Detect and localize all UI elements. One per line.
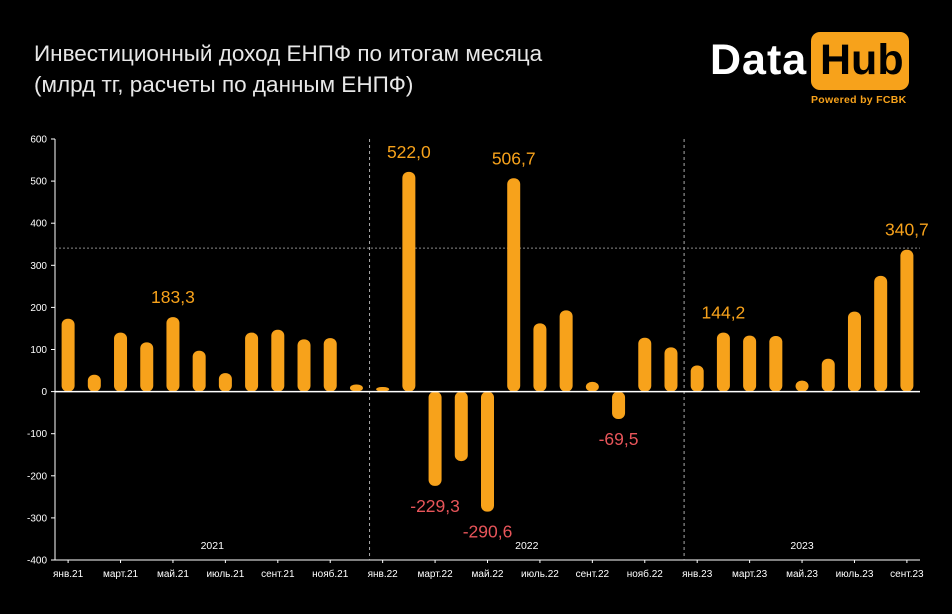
- bar-май.22: [481, 391, 494, 512]
- data-label: -229,3: [410, 496, 460, 516]
- bar-окт.22: [612, 391, 626, 419]
- bar-нояб.22: [638, 337, 652, 392]
- x-tick-label: март.22: [417, 569, 453, 580]
- x-tick-label: май.22: [472, 569, 504, 580]
- year-label: 2023: [790, 540, 814, 552]
- bar-апр.23: [769, 336, 783, 392]
- y-tick-label: 600: [30, 135, 47, 146]
- bar-фев.21: [87, 374, 101, 392]
- bar-янв.22: [376, 386, 390, 392]
- y-tick-label: 0: [41, 387, 47, 398]
- bar-март.22: [428, 391, 442, 486]
- data-label: 340,7: [885, 220, 929, 240]
- bar-сент.23: [900, 249, 914, 392]
- datahub-logo: Data Hub Powered by FCBK: [708, 30, 912, 110]
- bar-фев.23: [716, 332, 730, 392]
- x-tick-label: март.21: [103, 569, 139, 580]
- y-tick-label: 200: [30, 303, 47, 314]
- x-tick-label: сент.23: [890, 569, 924, 580]
- title-line-2: (млрд тг, расчеты по данным ЕНПФ): [34, 72, 414, 97]
- x-tick-label: июль.21: [206, 569, 244, 580]
- y-tick-label: 300: [30, 261, 47, 272]
- data-label: 522,0: [387, 142, 431, 162]
- logo-hub-box: Hub: [811, 32, 909, 90]
- bar-окт.21: [297, 339, 311, 392]
- bar-авг.22: [559, 310, 573, 392]
- data-label: -290,6: [463, 522, 513, 542]
- x-tick-label: янв.22: [368, 569, 399, 580]
- bar-июнь.22: [507, 178, 521, 392]
- x-tick-label: май.21: [157, 569, 189, 580]
- bar-март.21: [114, 332, 128, 392]
- bar-апр.21: [140, 342, 154, 392]
- x-tick-label: сент.21: [261, 569, 295, 580]
- data-label: -69,5: [599, 429, 639, 449]
- bar-июнь.23: [821, 358, 835, 392]
- y-tick-label: 500: [30, 177, 47, 188]
- data-label: 506,7: [492, 148, 536, 168]
- x-tick-label: май.23: [786, 569, 818, 580]
- y-tick-label: -400: [27, 556, 47, 567]
- bar-июль.21: [218, 373, 232, 392]
- x-tick-label: сент.22: [576, 569, 610, 580]
- x-tick-label: июль.23: [836, 569, 874, 580]
- x-tick-label: нояб.21: [312, 568, 349, 580]
- bar-фев.22: [402, 171, 416, 392]
- bar-июль.22: [533, 323, 547, 392]
- data-label: 144,2: [702, 303, 746, 323]
- bar-янв.21: [61, 318, 75, 392]
- y-tick-label: -200: [27, 471, 47, 482]
- y-tick-label: 100: [30, 345, 47, 356]
- bar-сент.22: [585, 381, 599, 392]
- bar-май.21: [166, 317, 180, 392]
- title-line-1: Инвестиционный доход ЕНПФ по итогам меся…: [34, 41, 543, 66]
- logo-word-data: Data: [710, 36, 808, 84]
- logo-tagline: Powered by FCBK: [811, 94, 907, 106]
- bar-сент.21: [271, 329, 285, 392]
- chart-title: Инвестиционный доход ЕНПФ по итогам меся…: [34, 38, 542, 100]
- bar-апр.22: [454, 391, 468, 462]
- bar-июль.23: [847, 311, 861, 392]
- y-tick-label: -300: [27, 513, 47, 524]
- bar-янв.23: [690, 365, 704, 392]
- bar-май.23: [795, 380, 809, 392]
- bar-авг.21: [245, 332, 259, 392]
- year-label: 2021: [201, 540, 225, 552]
- x-tick-label: нояб.22: [627, 568, 664, 580]
- x-tick-label: март.23: [732, 569, 768, 580]
- data-label: 183,3: [151, 287, 195, 307]
- x-tick-label: янв.21: [53, 569, 84, 580]
- bar-июнь.21: [192, 350, 206, 392]
- x-tick-label: июль.22: [521, 569, 559, 580]
- y-tick-label: 400: [30, 219, 47, 230]
- y-tick-label: -100: [27, 429, 47, 440]
- bar-дек.21: [349, 384, 363, 392]
- bar-авг.23: [874, 275, 888, 392]
- bar-март.23: [743, 335, 757, 392]
- x-tick-label: янв.23: [682, 569, 713, 580]
- bar-дек.22: [664, 347, 678, 392]
- bar-нояб.21: [323, 338, 337, 392]
- logo-word-hub: Hub: [820, 36, 904, 84]
- year-label: 2022: [515, 540, 539, 552]
